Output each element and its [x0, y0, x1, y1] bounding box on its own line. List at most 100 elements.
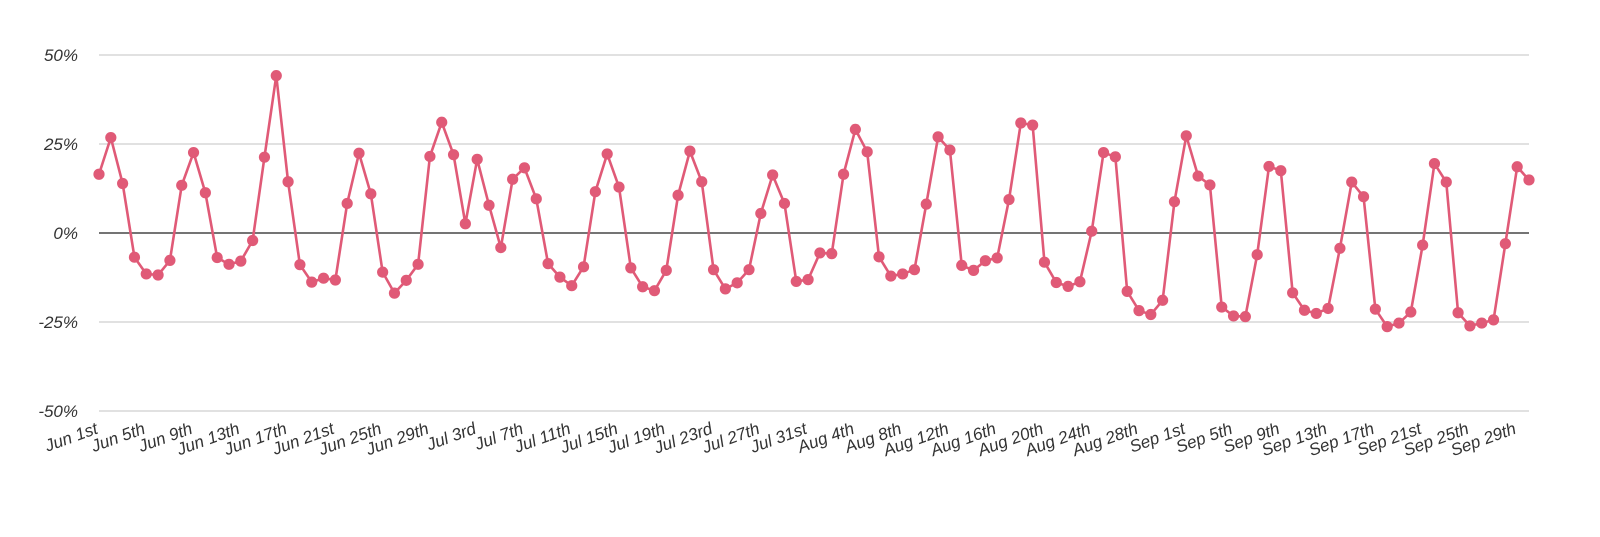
data-point[interactable]	[199, 187, 211, 199]
data-point[interactable]	[412, 258, 424, 270]
data-point[interactable]	[377, 266, 389, 278]
data-point[interactable]	[1511, 161, 1523, 173]
data-point[interactable]	[755, 207, 767, 220]
data-point[interactable]	[920, 198, 932, 210]
data-point[interactable]	[483, 199, 495, 211]
data-point[interactable]	[140, 268, 152, 280]
data-point[interactable]	[991, 252, 1003, 264]
data-point[interactable]	[731, 277, 743, 289]
data-point[interactable]	[897, 268, 909, 280]
data-point[interactable]	[329, 274, 341, 286]
data-point[interactable]	[1428, 157, 1441, 170]
data-point[interactable]	[1027, 119, 1039, 131]
data-point[interactable]	[1227, 310, 1240, 322]
data-point[interactable]	[1109, 151, 1121, 163]
data-point[interactable]	[93, 168, 105, 180]
data-point[interactable]	[1121, 285, 1133, 297]
data-point[interactable]	[1239, 311, 1251, 323]
data-point[interactable]	[1050, 276, 1062, 289]
data-point[interactable]	[187, 146, 200, 159]
data-point[interactable]	[164, 254, 176, 267]
data-point[interactable]	[837, 168, 850, 180]
data-point[interactable]	[235, 255, 247, 267]
data-point[interactable]	[790, 275, 802, 288]
data-point[interactable]	[1180, 130, 1192, 142]
data-point[interactable]	[1287, 287, 1299, 299]
data-point[interactable]	[1417, 239, 1429, 251]
data-point[interactable]	[424, 150, 436, 163]
data-point[interactable]	[849, 123, 861, 135]
data-point[interactable]	[944, 144, 956, 156]
data-point[interactable]	[1452, 307, 1464, 319]
data-point[interactable]	[1405, 306, 1417, 318]
data-point[interactable]	[696, 176, 708, 188]
data-point[interactable]	[1298, 304, 1311, 316]
data-point[interactable]	[767, 169, 779, 181]
data-point[interactable]	[625, 262, 637, 274]
data-point[interactable]	[778, 197, 791, 210]
data-point[interactable]	[1334, 242, 1346, 254]
data-point[interactable]	[814, 247, 826, 259]
data-point[interactable]	[1097, 146, 1110, 159]
data-point[interactable]	[1440, 176, 1452, 188]
data-point[interactable]	[447, 149, 460, 161]
data-point[interactable]	[577, 261, 590, 273]
data-point[interactable]	[1487, 314, 1500, 326]
data-point[interactable]	[743, 264, 755, 276]
data-point[interactable]	[258, 151, 271, 163]
data-point[interactable]	[1346, 176, 1358, 188]
data-point[interactable]	[1310, 307, 1322, 320]
data-point[interactable]	[1192, 170, 1204, 182]
data-point[interactable]	[1275, 165, 1287, 177]
data-point[interactable]	[566, 280, 578, 292]
data-point[interactable]	[211, 251, 223, 264]
data-point[interactable]	[1251, 249, 1263, 261]
data-point[interactable]	[979, 255, 991, 267]
data-point[interactable]	[1038, 256, 1051, 268]
data-point[interactable]	[1381, 321, 1393, 333]
data-point[interactable]	[530, 193, 542, 205]
data-point[interactable]	[637, 281, 649, 293]
data-point[interactable]	[365, 188, 377, 200]
data-point[interactable]	[707, 264, 720, 276]
data-point[interactable]	[1157, 294, 1169, 306]
data-point[interactable]	[684, 145, 696, 157]
data-point[interactable]	[388, 287, 401, 299]
data-point[interactable]	[294, 259, 306, 271]
data-point[interactable]	[507, 173, 519, 185]
data-point[interactable]	[554, 271, 566, 283]
data-point[interactable]	[908, 264, 921, 276]
data-point[interactable]	[128, 251, 141, 263]
data-point[interactable]	[1133, 305, 1145, 317]
data-point[interactable]	[282, 176, 294, 188]
data-point[interactable]	[660, 264, 672, 276]
data-point[interactable]	[1003, 193, 1015, 206]
data-point[interactable]	[1086, 225, 1098, 237]
data-point[interactable]	[459, 218, 471, 230]
data-point[interactable]	[1074, 276, 1086, 288]
data-point[interactable]	[672, 189, 684, 201]
data-point[interactable]	[873, 251, 885, 263]
data-point[interactable]	[1393, 317, 1405, 329]
data-point[interactable]	[317, 272, 330, 284]
data-point[interactable]	[1322, 302, 1334, 315]
data-point[interactable]	[247, 234, 259, 247]
data-point[interactable]	[542, 258, 554, 270]
data-point[interactable]	[826, 248, 838, 260]
data-point[interactable]	[1357, 191, 1370, 203]
data-point[interactable]	[719, 283, 731, 295]
data-point[interactable]	[802, 274, 814, 286]
data-point[interactable]	[1369, 303, 1381, 315]
data-point[interactable]	[861, 146, 873, 158]
data-point[interactable]	[1263, 160, 1275, 173]
data-point[interactable]	[117, 177, 129, 190]
data-point[interactable]	[1464, 320, 1476, 332]
data-point[interactable]	[1062, 280, 1074, 292]
data-point[interactable]	[495, 242, 507, 254]
data-point[interactable]	[518, 162, 531, 174]
data-point[interactable]	[1015, 117, 1027, 129]
data-point[interactable]	[601, 148, 613, 160]
data-point[interactable]	[1523, 174, 1535, 186]
data-point[interactable]	[589, 186, 601, 198]
data-point[interactable]	[176, 179, 188, 191]
